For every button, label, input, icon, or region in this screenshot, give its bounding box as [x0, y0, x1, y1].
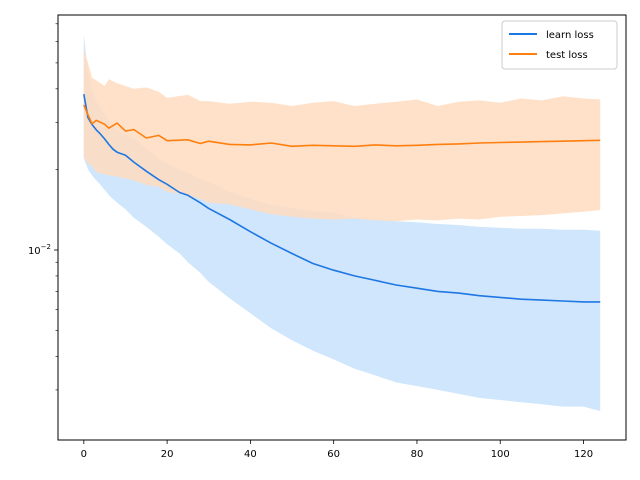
band-learn-loss [83, 34, 601, 412]
x-axis-ticks: 0 20 40 60 80 100 120 [81, 440, 593, 460]
legend-label-test-loss: test loss [546, 50, 588, 61]
band-test-loss [83, 49, 601, 222]
x-tick-label: 0 [81, 449, 87, 460]
confidence-bands [83, 34, 601, 412]
y-tick-label: 10−2 [28, 243, 51, 257]
x-tick-label: 80 [411, 449, 424, 460]
line-learn-loss [83, 94, 601, 303]
legend-label-learn-loss: learn loss [546, 30, 594, 41]
line-test-loss [83, 104, 601, 148]
x-tick-label: 20 [161, 449, 174, 460]
legend-box [501, 20, 618, 70]
x-tick-label: 60 [327, 449, 340, 460]
legend: learn loss test loss [501, 20, 618, 70]
x-tick-label: 100 [491, 449, 510, 460]
x-tick-label: 120 [574, 449, 593, 460]
axes-frame [57, 14, 627, 441]
y-axis-ticks: 10−2 [28, 23, 58, 391]
x-tick-label: 40 [244, 449, 257, 460]
series-lines [83, 94, 601, 303]
